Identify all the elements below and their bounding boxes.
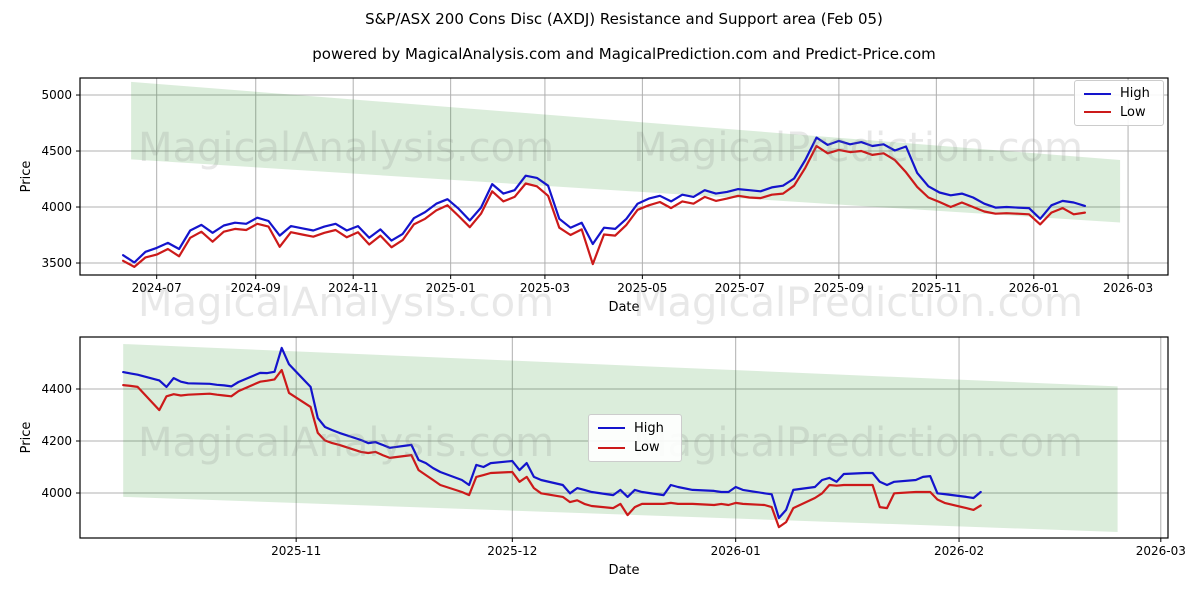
legend-item-high: High — [598, 422, 671, 435]
y-tick-label: 4000 — [41, 200, 72, 214]
series-high-line — [122, 346, 982, 520]
x-axis-label: Date — [608, 300, 639, 315]
x-tick-label: 2024-07 — [132, 281, 182, 295]
series-low-line — [121, 144, 1087, 268]
low-line-swatch — [598, 446, 625, 449]
x-tick-label: 2025-07 — [715, 281, 765, 295]
series-low-line — [122, 368, 982, 529]
y-tick-label: 4200 — [41, 434, 72, 448]
plot-frame — [79, 77, 1169, 276]
x-tick-label: 2024-11 — [328, 281, 378, 295]
x-tick-label: 2026-01 — [711, 544, 761, 558]
x-tick-label: 2026-02 — [934, 544, 984, 558]
low-line-swatch — [1084, 111, 1111, 114]
legend-label-low: Low — [1120, 104, 1146, 120]
chart-subtitle: powered by MagicalAnalysis.com and Magic… — [312, 45, 936, 63]
legend-item-high: High — [1084, 87, 1153, 100]
legend-label-low: Low — [634, 440, 660, 456]
x-tick-label: 2025-11 — [911, 281, 961, 295]
plot-frame — [79, 336, 1169, 539]
x-tick-label: 2026-01 — [1009, 281, 1059, 295]
x-axis-label: Date — [608, 563, 639, 578]
y-tick-label: 4000 — [41, 486, 72, 500]
legend: High Low — [588, 414, 682, 462]
y-tick-label: 4500 — [41, 144, 72, 158]
support-resistance-band — [131, 81, 1121, 223]
y-tick-label: 5000 — [41, 88, 72, 102]
series-high-line — [121, 136, 1087, 264]
x-tick-label: 2025-05 — [617, 281, 667, 295]
high-line-swatch — [598, 427, 625, 430]
x-tick-label: 2024-09 — [231, 281, 281, 295]
legend: High Low — [1074, 80, 1164, 126]
x-tick-label: 2026-03 — [1136, 544, 1186, 558]
watermark-prediction-text: MagicalPrediction.com — [633, 280, 1083, 326]
legend-label-high: High — [1120, 86, 1150, 102]
watermark-analysis-text: MagicalAnalysis.com — [138, 420, 554, 466]
watermark-analysis-text: MagicalAnalysis.com — [138, 125, 554, 171]
legend-item-low: Low — [598, 441, 671, 454]
x-tick-label: 2026-03 — [1103, 281, 1153, 295]
y-axis-label: Price — [19, 161, 34, 193]
legend-item-low: Low — [1084, 106, 1153, 119]
legend-label-high: High — [634, 420, 664, 436]
watermark-prediction-text: MagicalPrediction.com — [633, 125, 1083, 171]
chart-title: S&P/ASX 200 Cons Disc (AXDJ) Resistance … — [365, 10, 883, 28]
x-tick-label: 2025-01 — [426, 281, 476, 295]
top-chart: 2024-07 2024-09 2024-11 2025-01 2025-03 2025-… — [19, 77, 1169, 315]
high-line-swatch — [1084, 92, 1111, 95]
watermark-prediction-text: MagicalPrediction.com — [633, 420, 1083, 466]
x-tick-label: 2025-03 — [520, 281, 570, 295]
y-axis-label: Price — [19, 422, 34, 454]
watermark-analysis-text: MagicalAnalysis.com — [138, 280, 554, 326]
y-tick-label: 3500 — [41, 256, 72, 270]
x-tick-label: 2025-12 — [487, 544, 537, 558]
x-tick-label: 2025-11 — [271, 544, 321, 558]
x-tick-label: 2025-09 — [814, 281, 864, 295]
y-tick-label: 4400 — [41, 382, 72, 396]
watermarks: MagicalAnalysis.com MagicalPrediction.co… — [138, 125, 1083, 466]
